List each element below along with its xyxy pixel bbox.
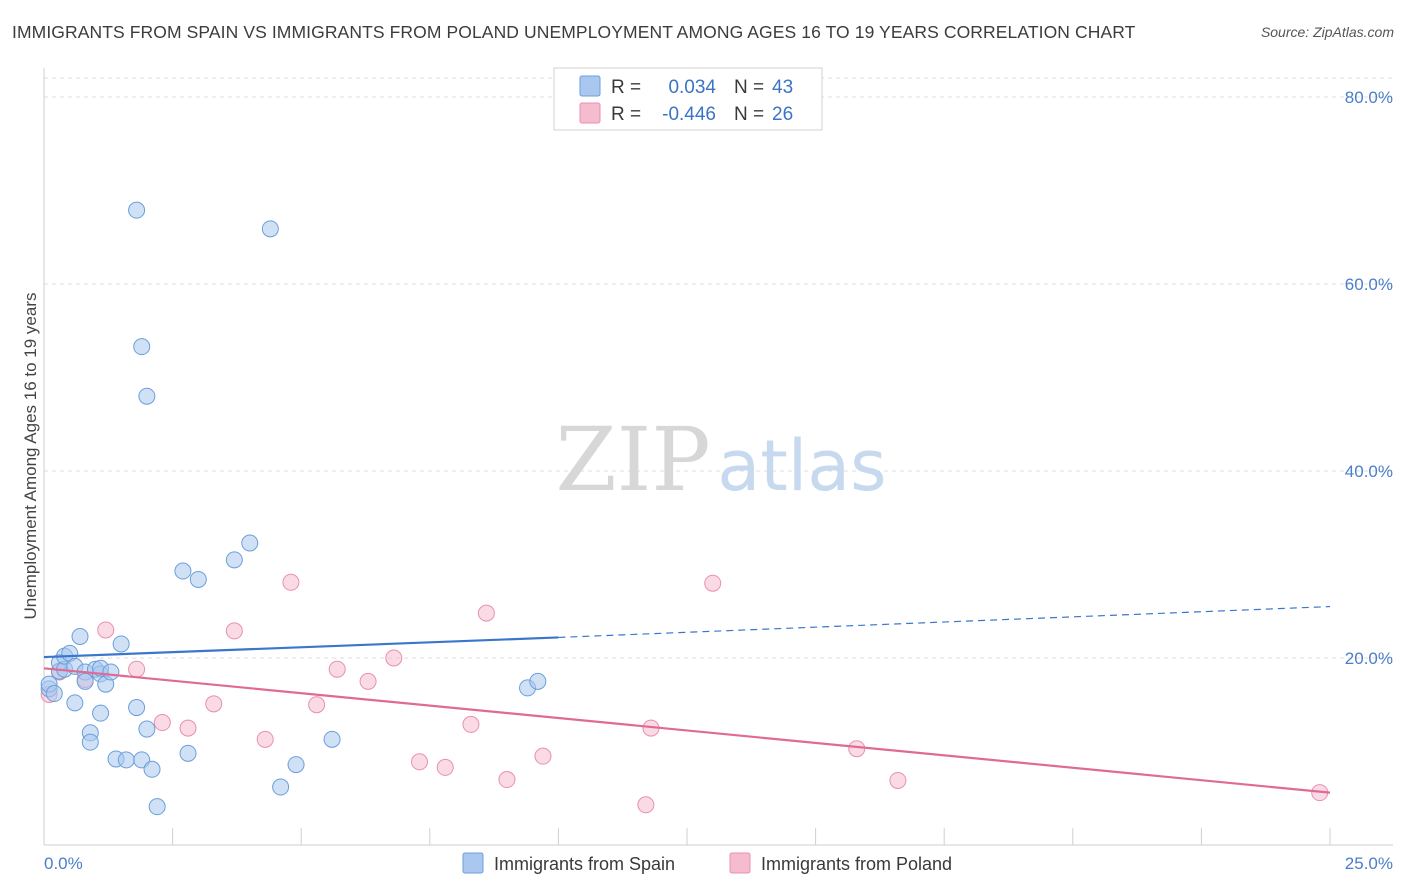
poland-point: [498, 771, 516, 789]
spain-point: [189, 570, 207, 588]
poland-point: [205, 695, 223, 713]
spain-point: [179, 744, 197, 762]
x-tick-label-min: 0.0%: [44, 854, 83, 873]
spain-point: [66, 694, 84, 712]
legend-spain-n-label: N =: [734, 77, 764, 98]
poland-points: [40, 573, 1329, 814]
poland-point: [153, 714, 171, 732]
spain-point: [287, 756, 305, 774]
poland-point: [637, 796, 655, 814]
spain-point: [241, 534, 259, 552]
poland-point: [97, 621, 115, 639]
poland-point: [282, 573, 300, 591]
y-tick-label: 80.0%: [1345, 88, 1393, 107]
spain-point: [71, 627, 89, 645]
poland-point: [462, 715, 480, 733]
y-tick-label: 40.0%: [1345, 462, 1393, 481]
poland-point: [889, 771, 907, 789]
watermark-atlas: atlas: [717, 425, 886, 507]
spain-point: [133, 338, 151, 356]
watermark-zip: ZIP: [555, 408, 710, 511]
spain-point: [272, 778, 290, 796]
bottom-legend-poland-swatch: [729, 852, 751, 874]
poland-point: [308, 696, 326, 714]
poland-point: [328, 660, 346, 678]
spain-point: [81, 733, 99, 751]
source-label: Source: ZipAtlas.com: [1260, 24, 1394, 40]
chart-title: IMMIGRANTS FROM SPAIN VS IMMIGRANTS FROM…: [12, 22, 1136, 42]
axes: 20.0% 40.0% 60.0% 80.0%: [43, 68, 1393, 846]
spain-trendline: [43, 636, 559, 659]
spain-point: [261, 220, 279, 238]
bottom-legend-spain-swatch: [462, 852, 484, 874]
y-tick-label: 20.0%: [1345, 649, 1393, 668]
legend-poland-n-label: N =: [734, 104, 764, 125]
poland-point: [704, 574, 722, 592]
x-tick-label-max: 25.0%: [1345, 854, 1393, 873]
spain-point: [323, 730, 341, 748]
bottom-legend-poland-label: Immigrants from Poland: [761, 854, 952, 874]
legend-spain-r-value: 0.034: [668, 77, 716, 98]
series-legend: Immigrants from Spain Immigrants from Po…: [462, 852, 952, 874]
spain-point: [76, 672, 94, 690]
y-axis-title: Unemployment Among Ages 16 to 19 years: [21, 293, 40, 620]
correlation-legend: R = 0.034 N = 43 R = -0.446 N = 26: [553, 67, 823, 131]
poland-point: [256, 730, 274, 748]
spain-point: [138, 387, 156, 405]
spain-point: [529, 672, 547, 690]
spain-point: [92, 704, 110, 722]
trendlines: [43, 605, 1331, 794]
spain-point: [138, 720, 156, 738]
spain-point: [225, 551, 243, 569]
legend-spain-r-label: R =: [611, 77, 641, 98]
legend-spain-n-value: 43: [772, 77, 793, 98]
spain-point: [143, 760, 161, 778]
legend-poland-r-value: -0.446: [662, 104, 716, 125]
spain-point: [128, 201, 146, 219]
legend-poland-swatch: [579, 102, 601, 124]
spain-point: [45, 685, 63, 703]
poland-point: [359, 672, 377, 690]
legend-poland-n-value: 26: [772, 104, 793, 125]
spain-trendline-extension: [558, 605, 1331, 639]
poland-point: [436, 758, 454, 776]
spain-point: [102, 663, 120, 681]
poland-point: [385, 649, 403, 667]
poland-point: [411, 753, 429, 771]
poland-point: [848, 740, 866, 758]
watermark: ZIP atlas: [555, 408, 886, 511]
poland-point: [477, 604, 495, 622]
poland-point: [179, 719, 197, 737]
spain-point: [117, 751, 135, 769]
bottom-legend-spain-label: Immigrants from Spain: [494, 854, 675, 874]
spain-point: [174, 562, 192, 580]
gridlines: [44, 77, 1393, 659]
poland-point: [534, 747, 552, 765]
poland-point: [225, 622, 243, 640]
poland-point: [128, 660, 146, 678]
spain-point: [128, 699, 146, 717]
spain-point: [148, 798, 166, 816]
legend-spain-swatch: [579, 75, 601, 97]
legend-poland-r-label: R =: [611, 104, 641, 125]
poland-trendline: [43, 667, 1331, 794]
y-tick-label: 60.0%: [1345, 275, 1393, 294]
spain-point: [112, 635, 130, 653]
